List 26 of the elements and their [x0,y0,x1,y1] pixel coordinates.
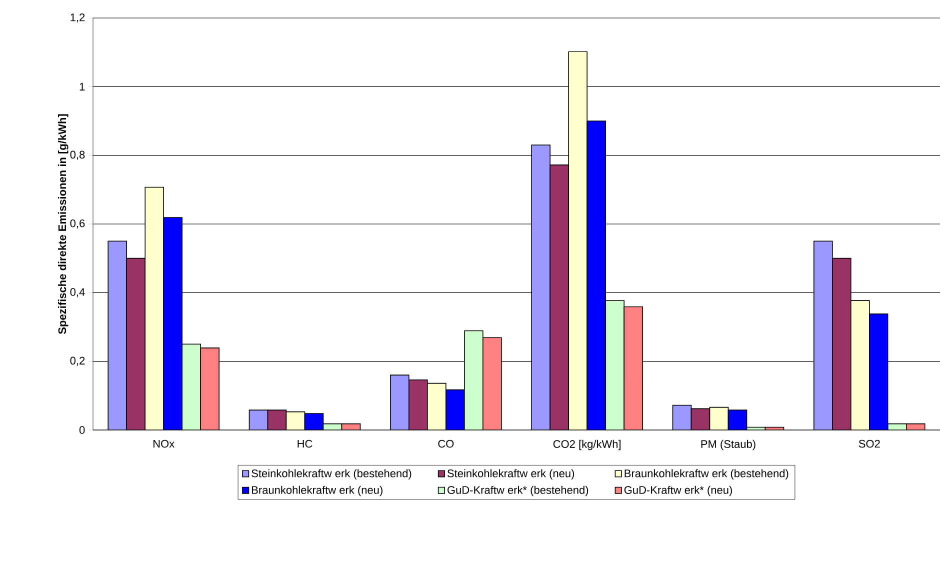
bar [550,164,569,430]
y-tick-label: 1 [80,82,85,90]
y-tick-label: 0,8 [70,150,85,160]
bar [408,379,428,430]
legend-label: GuD-Kraftw erk* (bestehend) [448,486,588,496]
x-tick-label: CO [438,440,454,448]
legend-label: Steinkohlekraftw erk (neu) [447,469,574,480]
y-tick-label: 0 [79,426,85,434]
legend-label: Steinkohlekraftw erk (bestehend) [252,469,412,480]
x-tick-label: CO2 [kg/kWh] [553,440,621,450]
y-tick-label: 0,4 [70,288,85,298]
legend-label: GuD-Kraftw erk* (neu) [624,486,732,496]
bar [832,258,852,430]
legend-label: Braunkohlekraftw erk (bestehend) [624,469,788,480]
x-tick-label: PM (Staub) [701,440,756,450]
y-tick-label: 0,6 [70,219,85,229]
x-tick-label: HC [298,440,312,448]
y-tick-label: 1,2 [70,13,85,23]
bar [690,408,710,430]
y-tick-label: 0,2 [70,356,85,366]
legend-label: Braunkohlekraftw erk (neu) [252,486,382,496]
bar [267,410,287,430]
bar [126,258,146,430]
y-axis-title: Spezifische direkte Emissionen in [g/kWh] [58,114,68,334]
x-tick-label: NOx [154,440,174,448]
x-tick-label: SO2 [858,440,880,448]
